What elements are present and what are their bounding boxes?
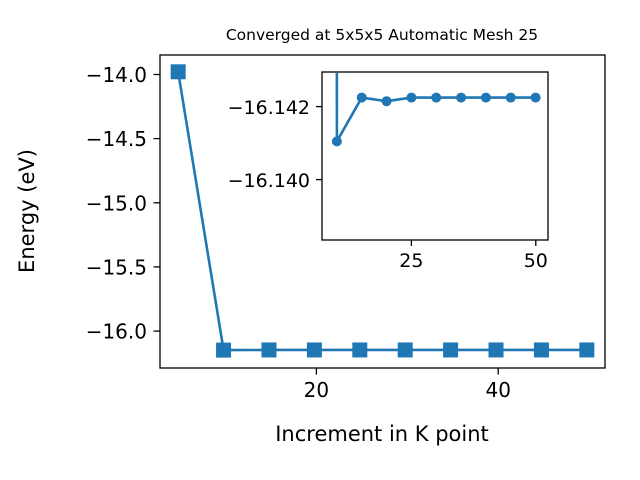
data-point <box>488 342 504 358</box>
data-point <box>381 96 392 107</box>
main-y-ticklabel: −14.5 <box>86 127 147 151</box>
main-data-markers <box>170 64 595 358</box>
data-point <box>306 342 322 358</box>
data-point <box>352 342 368 358</box>
main-y-tick-1: −14.5 <box>86 127 160 151</box>
inset-x-axis: 25 50 <box>399 240 548 272</box>
main-y-axis: −14.0 −14.5 −15.0 −15.5 −16.0 <box>86 63 160 344</box>
inset-y-ticklabel: −16.142 <box>228 97 310 119</box>
inset-x-tick-1: 50 <box>524 240 548 272</box>
inset-y-ticklabel: −16.140 <box>228 170 310 192</box>
data-point <box>397 342 413 358</box>
data-point <box>216 342 232 358</box>
inset-y-axis: −16.142 −16.140 <box>228 97 322 192</box>
inset-x-ticklabel: 50 <box>524 250 548 272</box>
main-x-ticklabel: 20 <box>304 378 329 402</box>
data-point <box>505 92 516 103</box>
data-point <box>533 342 549 358</box>
data-point <box>406 92 417 103</box>
inset-x-ticklabel: 25 <box>399 250 423 272</box>
main-axes: −14.0 −14.5 −15.0 −15.5 −16.0 <box>86 54 606 402</box>
chart-title: Converged at 5x5x5 Automatic Mesh 25 <box>226 26 538 44</box>
main-x-axis: 20 40 <box>304 368 511 402</box>
main-y-ticklabel: −15.0 <box>86 191 147 215</box>
main-y-tick-3: −15.5 <box>86 255 160 279</box>
data-point <box>530 92 541 103</box>
data-point <box>480 92 491 103</box>
inset-data-line <box>335 73 537 143</box>
main-x-ticklabel: 40 <box>485 378 510 402</box>
inset-x-tick-0: 25 <box>399 240 423 272</box>
data-point <box>431 92 442 103</box>
main-axes-frame <box>159 54 606 369</box>
inset-axes: −16.142 −16.140 25 50 <box>228 71 549 272</box>
main-y-tick-0: −14.0 <box>86 63 160 87</box>
inset-data-markers <box>331 92 541 147</box>
main-y-ticklabel: −16.0 <box>86 320 147 344</box>
main-data-line <box>176 70 589 352</box>
x-axis-label: Increment in K point <box>275 422 489 446</box>
data-point <box>443 342 459 358</box>
main-y-ticklabel: −15.5 <box>86 255 147 279</box>
inset-y-tick-0: −16.142 <box>228 97 322 119</box>
data-point <box>261 342 277 358</box>
inset-y-tick-1: −16.140 <box>228 170 322 192</box>
data-point <box>456 92 467 103</box>
data-point <box>579 342 595 358</box>
y-axis-label: Energy (eV) <box>15 149 39 273</box>
main-y-tick-2: −15.0 <box>86 191 160 215</box>
data-point <box>331 136 342 147</box>
main-y-tick-4: −16.0 <box>86 320 160 344</box>
main-x-tick-1: 40 <box>485 368 511 402</box>
data-point <box>356 92 367 103</box>
main-y-ticklabel: −14.0 <box>86 63 147 87</box>
data-point <box>170 64 186 80</box>
main-x-tick-0: 20 <box>304 368 329 402</box>
